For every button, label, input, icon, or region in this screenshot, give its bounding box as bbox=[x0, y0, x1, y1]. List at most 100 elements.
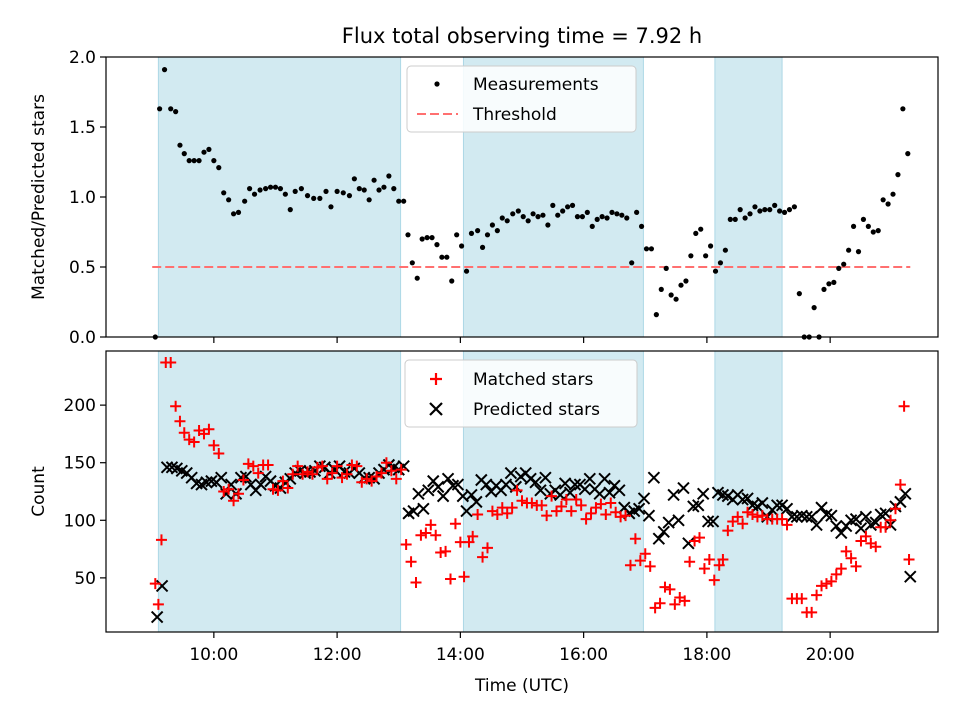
y-tick-label: 200 bbox=[64, 396, 96, 416]
measurement-point bbox=[371, 177, 377, 183]
matched-star-marker bbox=[585, 507, 597, 519]
x-tick-label: 18:00 bbox=[682, 645, 731, 665]
matched-star-marker bbox=[506, 502, 518, 514]
matched-star-marker bbox=[511, 484, 523, 496]
predicted-star-marker bbox=[431, 480, 445, 494]
measurement-point bbox=[328, 204, 334, 210]
measurement-point bbox=[277, 186, 284, 192]
matched-star-marker bbox=[693, 532, 705, 544]
matched-star-marker bbox=[272, 484, 284, 496]
measurement-point bbox=[196, 158, 202, 164]
matched-star-marker bbox=[262, 459, 274, 471]
measurement-point bbox=[463, 268, 470, 274]
matched-star-marker bbox=[346, 459, 358, 471]
measurement-point bbox=[459, 243, 465, 249]
x-tick-label: 12:00 bbox=[313, 645, 362, 665]
matched-star-marker bbox=[664, 583, 676, 595]
measurement-point bbox=[781, 209, 788, 215]
predicted-stars-points bbox=[150, 458, 917, 624]
top-legend-box bbox=[406, 65, 637, 133]
matched-star-marker bbox=[183, 434, 195, 446]
measurement-point bbox=[658, 286, 664, 292]
predicted-star-marker bbox=[539, 471, 552, 484]
matched-star-marker bbox=[546, 490, 558, 502]
measurement-point bbox=[619, 212, 625, 218]
observing-interval-shade bbox=[714, 56, 783, 338]
measurement-point bbox=[836, 265, 842, 271]
measurement-point bbox=[340, 190, 346, 196]
measurement-point bbox=[604, 215, 610, 221]
measurement-point bbox=[594, 216, 600, 222]
matched-star-marker bbox=[560, 494, 572, 506]
measurement-point bbox=[673, 296, 679, 302]
matched-star-marker bbox=[472, 509, 484, 521]
measurement-point bbox=[772, 202, 778, 208]
matched-star-marker bbox=[708, 574, 720, 586]
matched-star-marker bbox=[870, 541, 882, 553]
predicted-star-marker bbox=[215, 471, 228, 484]
measurement-point bbox=[717, 260, 724, 266]
matched-star-marker bbox=[639, 548, 651, 560]
matched-star-marker bbox=[316, 460, 328, 472]
predicted-star-marker bbox=[632, 502, 646, 515]
measurement-point bbox=[855, 249, 862, 255]
predicted-star-marker bbox=[701, 515, 715, 528]
measurement-point bbox=[826, 281, 832, 287]
measurement-point bbox=[643, 246, 650, 252]
measurement-point bbox=[504, 218, 510, 224]
measurement-point bbox=[401, 198, 407, 204]
matched-star-marker bbox=[903, 553, 915, 565]
predicted-star-marker bbox=[637, 492, 651, 505]
ratio-panel: 0.00.51.01.52.0 Matched/Predicted stars … bbox=[29, 48, 939, 348]
measurement-point bbox=[454, 232, 460, 238]
predicted-star-marker bbox=[652, 532, 666, 545]
matched-star-marker bbox=[351, 460, 363, 472]
matched-star-marker bbox=[659, 581, 671, 593]
matched-star-marker bbox=[894, 479, 906, 491]
matched-star-marker bbox=[634, 555, 646, 567]
matched-star-marker bbox=[825, 575, 837, 587]
measurement-point bbox=[584, 209, 590, 215]
y-tick-label: 1.5 bbox=[69, 118, 96, 138]
predicted-star-marker bbox=[899, 487, 912, 501]
measurement-point bbox=[831, 279, 837, 285]
matched-star-marker bbox=[242, 458, 254, 470]
matched-star-marker bbox=[390, 473, 402, 485]
measurement-point bbox=[405, 232, 411, 238]
matched-star-marker bbox=[776, 513, 788, 525]
measurement-point bbox=[683, 278, 689, 284]
measurement-point bbox=[530, 211, 536, 217]
measurement-point bbox=[484, 232, 491, 238]
measurement-point bbox=[880, 197, 886, 203]
bottom-panel-x-axis: 10:00 12:00 14:00 16:00 18:00 20:00 bbox=[189, 632, 855, 665]
predicted-star-marker bbox=[642, 509, 656, 522]
matched-star-marker bbox=[292, 460, 304, 472]
matched-star-marker bbox=[732, 511, 744, 523]
matched-star-marker bbox=[806, 606, 818, 618]
matched-star-marker bbox=[850, 560, 862, 572]
matched-star-marker bbox=[331, 460, 343, 472]
measurement-point bbox=[614, 211, 620, 217]
matched-star-marker bbox=[165, 357, 177, 369]
matched-star-marker bbox=[415, 529, 427, 541]
measurement-point bbox=[846, 247, 852, 253]
matched-star-marker bbox=[385, 465, 397, 477]
matched-star-marker bbox=[435, 547, 447, 559]
matched-star-marker bbox=[341, 468, 353, 480]
x-axis-label: Time (UTC) bbox=[474, 676, 569, 696]
matched-star-marker bbox=[149, 578, 161, 590]
matched-star-marker bbox=[252, 467, 264, 479]
predicted-star-marker bbox=[499, 478, 513, 491]
count-panel: 50 100 150 200 10:00 12:00 14:00 16:00 18:00 20:… bbox=[29, 350, 939, 696]
measurement-point bbox=[550, 202, 556, 208]
observing-interval-shade bbox=[157, 350, 402, 633]
y-tick-label: 100 bbox=[64, 511, 96, 531]
measurement-point bbox=[211, 158, 217, 164]
predicted-star-marker bbox=[657, 525, 670, 539]
matched-star-marker bbox=[654, 597, 666, 609]
measurement-point bbox=[356, 186, 362, 192]
matched-star-marker bbox=[155, 534, 167, 546]
measurement-point bbox=[263, 186, 269, 192]
matched-star-marker bbox=[751, 511, 763, 523]
predicted-star-marker bbox=[859, 510, 873, 524]
